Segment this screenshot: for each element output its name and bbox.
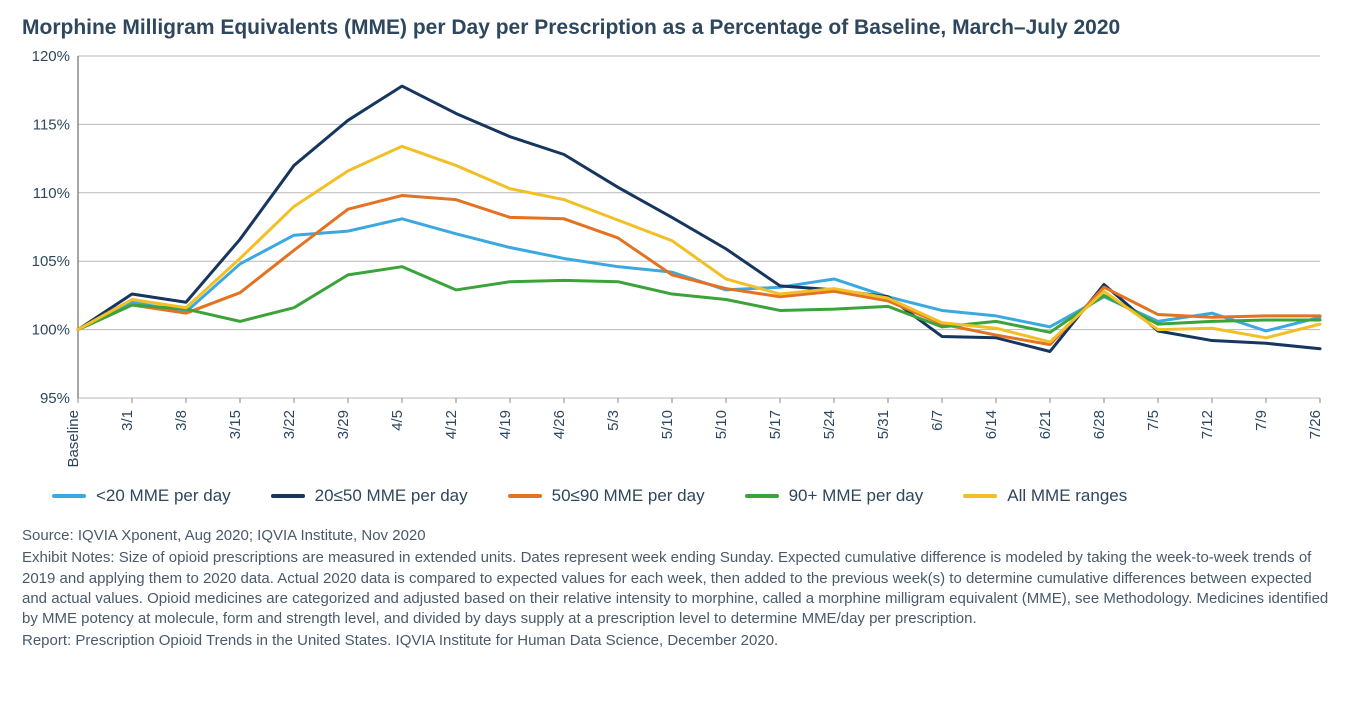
legend-item: <20 MME per day bbox=[52, 486, 231, 506]
x-tick-label: 4/19 bbox=[497, 410, 514, 439]
footer-notes: Exhibit Notes: Size of opioid prescripti… bbox=[22, 548, 1330, 629]
series-line bbox=[78, 196, 1320, 345]
legend-item: All MME ranges bbox=[963, 486, 1127, 506]
x-tick-label: 5/24 bbox=[821, 410, 838, 439]
y-tick-label: 95% bbox=[40, 390, 70, 407]
line-chart-svg: 95% 100% 105% 110% 115% 120% Baseline 3/1 3/8 3/1… bbox=[22, 48, 1330, 468]
x-tick-label: 3/1 bbox=[119, 410, 136, 431]
legend-label: 90+ MME per day bbox=[789, 486, 924, 506]
series-line bbox=[78, 267, 1320, 333]
x-tick-label: Baseline bbox=[65, 410, 82, 468]
legend-swatch bbox=[52, 494, 86, 498]
x-tick-label: 7/5 bbox=[1145, 410, 1162, 431]
x-tick-label: 5/31 bbox=[875, 410, 892, 439]
x-tick-label: 6/7 bbox=[929, 410, 946, 431]
chart-area: 95% 100% 105% 110% 115% 120% Baseline 3/1 3/8 3/1… bbox=[22, 48, 1330, 468]
legend-item: 20≤50 MME per day bbox=[271, 486, 468, 506]
x-tick-label: 4/5 bbox=[389, 410, 406, 431]
legend-swatch bbox=[963, 494, 997, 498]
series-line bbox=[78, 146, 1320, 342]
x-tick-label: 3/8 bbox=[173, 410, 190, 431]
footer-report: Report: Prescription Opioid Trends in th… bbox=[22, 631, 1330, 651]
x-tick-label: 6/14 bbox=[983, 410, 1000, 439]
chart-footer: Source: IQVIA Xponent, Aug 2020; IQVIA I… bbox=[22, 526, 1330, 652]
x-tick-label: 7/12 bbox=[1199, 410, 1216, 439]
x-tick-label: 6/28 bbox=[1091, 410, 1108, 439]
x-tick-label: 3/15 bbox=[227, 410, 244, 439]
x-tick-label: 5/10 bbox=[659, 410, 676, 439]
x-tick-label: 3/29 bbox=[335, 410, 352, 439]
x-tick-label: 5/17 bbox=[767, 410, 784, 439]
y-tick-label: 120% bbox=[32, 48, 70, 65]
legend-label: 20≤50 MME per day bbox=[315, 486, 468, 506]
y-tick-label: 110% bbox=[33, 185, 70, 202]
x-tick-label: 5/10 bbox=[713, 410, 730, 439]
y-tick-label: 105% bbox=[32, 253, 70, 270]
legend: <20 MME per day 20≤50 MME per day 50≤90 MM… bbox=[22, 486, 1330, 506]
x-tick-label: 3/22 bbox=[281, 410, 298, 439]
legend-item: 50≤90 MME per day bbox=[508, 486, 705, 506]
legend-swatch bbox=[508, 494, 542, 498]
legend-label: 50≤90 MME per day bbox=[552, 486, 705, 506]
legend-label: All MME ranges bbox=[1007, 486, 1127, 506]
legend-swatch bbox=[271, 494, 305, 498]
x-tick-label: 4/12 bbox=[443, 410, 460, 439]
x-tick-label: 5/3 bbox=[605, 410, 622, 431]
x-tick-label: 4/26 bbox=[551, 410, 568, 439]
legend-label: <20 MME per day bbox=[96, 486, 231, 506]
footer-source: Source: IQVIA Xponent, Aug 2020; IQVIA I… bbox=[22, 526, 1330, 546]
x-tick-label: 6/21 bbox=[1037, 410, 1054, 439]
y-tick-label: 115% bbox=[33, 116, 70, 133]
legend-swatch bbox=[745, 494, 779, 498]
y-tick-label: 100% bbox=[32, 322, 70, 339]
x-tick-label: 7/9 bbox=[1253, 410, 1270, 431]
chart-title: Morphine Milligram Equivalents (MME) per… bbox=[22, 16, 1330, 40]
legend-item: 90+ MME per day bbox=[745, 486, 924, 506]
x-tick-label: 7/26 bbox=[1307, 410, 1324, 439]
